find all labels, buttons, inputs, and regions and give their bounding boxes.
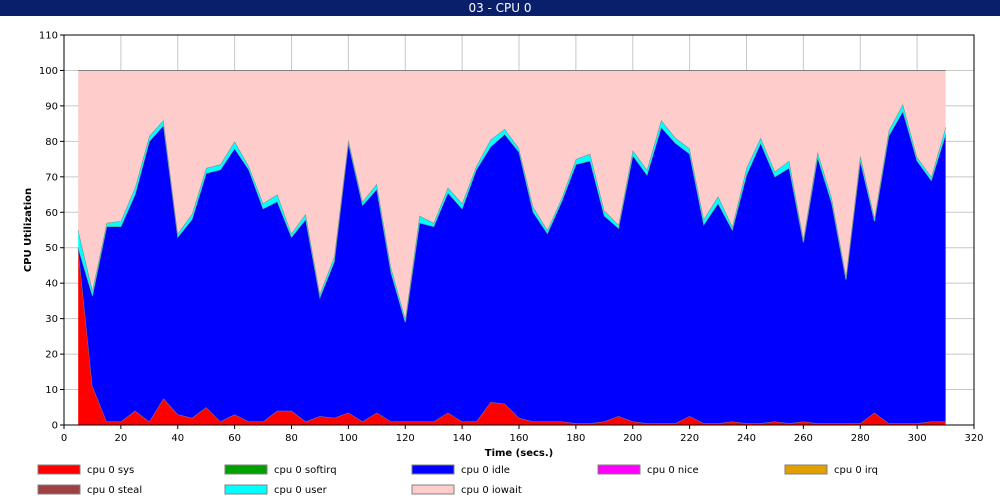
legend-swatch-cpu-0-sys xyxy=(37,464,81,475)
x-tick-label: 280 xyxy=(851,433,870,444)
legend-label-cpu-0-irq: cpu 0 irq xyxy=(834,465,878,476)
area-cpu-0-sys xyxy=(78,247,946,425)
x-tick-label: 60 xyxy=(228,433,241,444)
y-tick-label: 80 xyxy=(45,137,58,148)
legend-label-cpu-0-idle: cpu 0 idle xyxy=(461,465,510,476)
y-axis-label: CPU Utilization xyxy=(23,188,34,272)
legend: cpu 0 sys cpu 0 softirq cpu 0 idle cpu 0 ni… xyxy=(37,464,878,496)
legend-label-cpu-0-nice: cpu 0 nice xyxy=(647,465,699,476)
y-tick-label: 110 xyxy=(39,31,58,42)
x-tick-label: 120 xyxy=(396,433,415,444)
x-tick-label: 220 xyxy=(680,433,699,444)
y-tick-label: 50 xyxy=(45,243,58,254)
legend-swatch-cpu-0-softirq xyxy=(224,464,268,475)
y-tick-label: 40 xyxy=(45,279,58,290)
legend-swatch-cpu-0-iowait xyxy=(411,484,455,495)
legend-swatch-cpu-0-steal xyxy=(37,484,81,495)
x-tick-label: 240 xyxy=(737,433,756,444)
x-tick-label: 260 xyxy=(794,433,813,444)
y-tick-label: 30 xyxy=(45,314,58,325)
x-tick-label: 320 xyxy=(964,433,983,444)
legend-label-cpu-0-sys: cpu 0 sys xyxy=(87,465,134,476)
x-tick-label: 40 xyxy=(171,433,184,444)
legend-swatch-cpu-0-nice xyxy=(597,464,641,475)
x-tick-label: 20 xyxy=(115,433,128,444)
x-tick-label: 100 xyxy=(339,433,358,444)
legend-swatch-cpu-0-irq xyxy=(784,464,828,475)
y-tick-label: 20 xyxy=(45,350,58,361)
legend-label-cpu-0-softirq: cpu 0 softirq xyxy=(274,465,337,476)
legend-label-cpu-0-iowait: cpu 0 iowait xyxy=(461,485,522,496)
x-tick-label: 200 xyxy=(623,433,642,444)
y-tick-label: 90 xyxy=(45,101,58,112)
y-tick-label: 70 xyxy=(45,172,58,183)
y-axis-ticks: 0 10 20 30 40 50 60 70 80 90 100 110 xyxy=(39,31,64,432)
x-tick-label: 180 xyxy=(566,433,585,444)
area-cpu-0-iowait xyxy=(78,70,946,319)
x-tick-label: 160 xyxy=(509,433,528,444)
y-tick-label: 60 xyxy=(45,208,58,219)
x-tick-label: 80 xyxy=(285,433,298,444)
cpu-utilization-chart: 0 10 20 30 40 50 60 70 80 90 100 110 0 20 40 60 80 100 12… xyxy=(23,31,984,497)
x-tick-label: 140 xyxy=(453,433,472,444)
stacked-areas xyxy=(77,70,947,425)
area-cpu-0-idle xyxy=(78,111,946,424)
legend-label-cpu-0-steal: cpu 0 steal xyxy=(87,485,142,496)
x-tick-label: 300 xyxy=(908,433,927,444)
x-axis-label: Time (secs.) xyxy=(485,448,554,459)
window-title: 03 - CPU 0 xyxy=(0,0,1000,16)
legend-swatch-cpu-0-idle xyxy=(411,464,455,475)
y-tick-label: 100 xyxy=(39,66,58,77)
y-tick-label: 10 xyxy=(45,385,58,396)
legend-swatch-cpu-0-user xyxy=(224,484,268,495)
y-tick-label: 0 xyxy=(52,421,58,432)
x-axis-ticks: 0 20 40 60 80 100 120 140 160 180 200 220 240 260 280 3… xyxy=(61,425,984,444)
legend-label-cpu-0-user: cpu 0 user xyxy=(274,485,328,496)
x-tick-label: 0 xyxy=(61,433,67,444)
